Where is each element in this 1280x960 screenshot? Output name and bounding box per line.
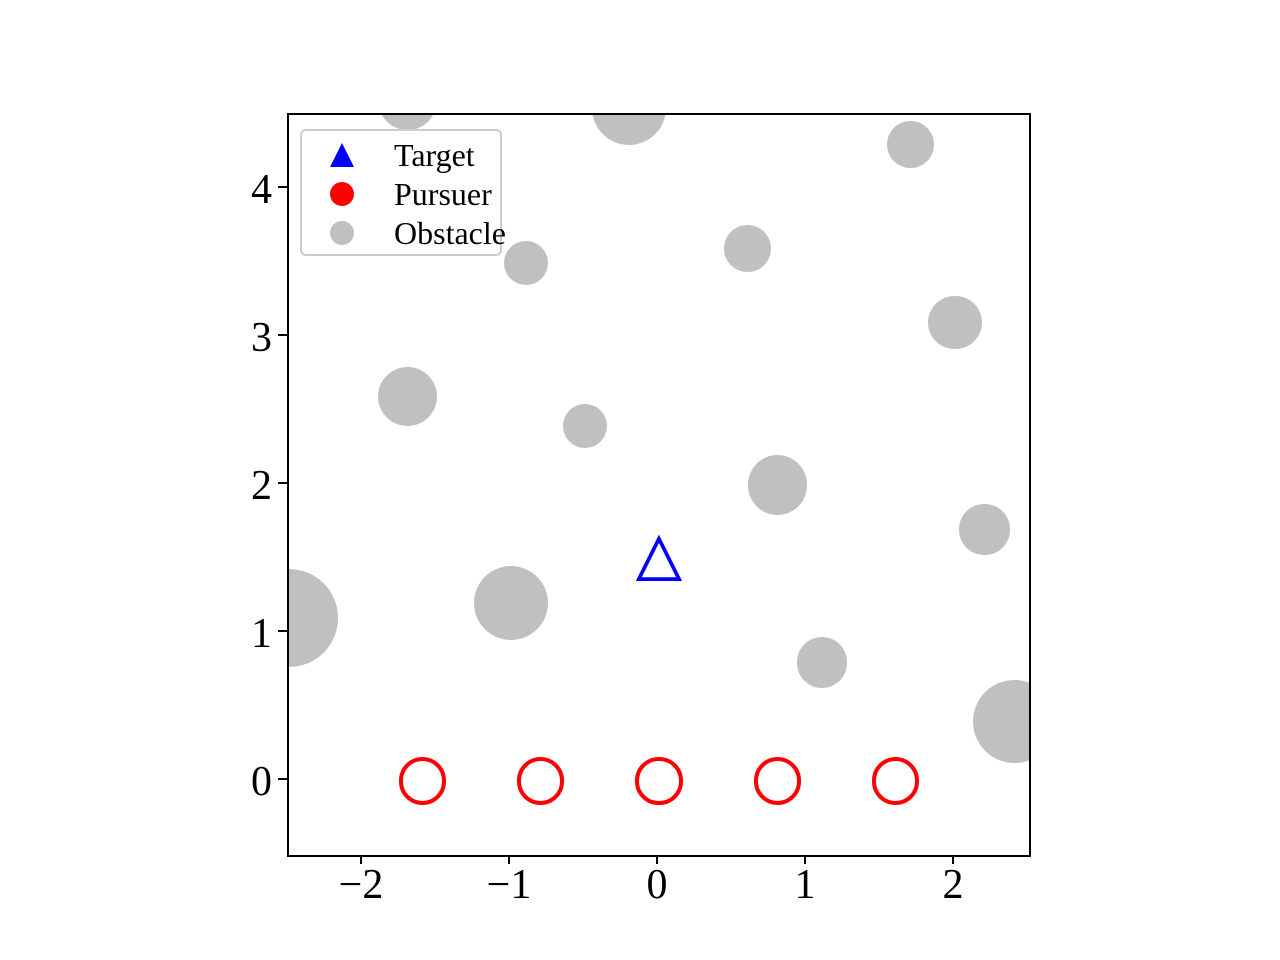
x-tick-label: −2: [338, 862, 384, 908]
obstacle-marker: [747, 455, 807, 515]
y-tick-label: 4: [251, 167, 272, 213]
y-tick: [278, 482, 287, 484]
y-tick: [278, 186, 287, 188]
pursuer-circle-icon: [324, 174, 360, 214]
legend: Target Pursuer Obstacle: [300, 129, 506, 256]
pursuer-marker: [516, 757, 565, 805]
y-tick: [278, 778, 287, 780]
pursuer-marker: [635, 757, 683, 805]
obstacle-marker: [592, 115, 667, 145]
x-tick: [656, 855, 658, 864]
obstacle-marker: [503, 240, 548, 286]
x-tick-label: 2: [942, 862, 964, 908]
obstacle-marker: [474, 566, 548, 641]
y-tick-label: 0: [251, 759, 272, 805]
target-triangle-icon: [324, 135, 360, 175]
obstacle-marker: [289, 569, 338, 668]
y-tick: [278, 334, 287, 336]
x-tick: [508, 855, 510, 864]
obstacle-marker: [972, 680, 1029, 764]
x-tick-label: 0: [646, 862, 668, 908]
x-tick-label: 1: [794, 862, 816, 908]
legend-entry-pursuer: Pursuer: [302, 174, 500, 214]
obstacle-circle-icon: [324, 213, 360, 253]
legend-label-pursuer: Pursuer: [394, 175, 492, 212]
y-tick: [278, 630, 287, 632]
y-tick-label: 1: [251, 611, 272, 657]
obstacle-marker: [562, 403, 608, 448]
pursuer-marker: [753, 757, 802, 805]
obstacle-marker: [959, 504, 1010, 555]
x-tick: [804, 855, 806, 864]
legend-label-obstacle: Obstacle: [394, 214, 506, 251]
obstacle-marker: [724, 224, 772, 272]
plot-area: [289, 115, 1029, 855]
x-tick: [952, 855, 954, 864]
legend-label-target: Target: [394, 136, 475, 173]
target-marker: [635, 534, 683, 582]
obstacle-marker: [928, 295, 982, 349]
obstacle-marker: [377, 366, 437, 426]
obstacle-marker: [796, 637, 847, 688]
pursuer-marker: [398, 757, 446, 805]
obstacle-marker: [886, 120, 935, 169]
pursuer-marker: [872, 757, 920, 805]
obstacle-marker: [377, 115, 437, 130]
x-tick-label: −1: [486, 862, 532, 908]
x-tick: [360, 855, 362, 864]
y-tick-label: 3: [251, 315, 272, 361]
y-tick-label: 2: [251, 463, 272, 509]
legend-entry-obstacle: Obstacle: [302, 213, 506, 253]
legend-entry-target: Target: [302, 135, 500, 175]
